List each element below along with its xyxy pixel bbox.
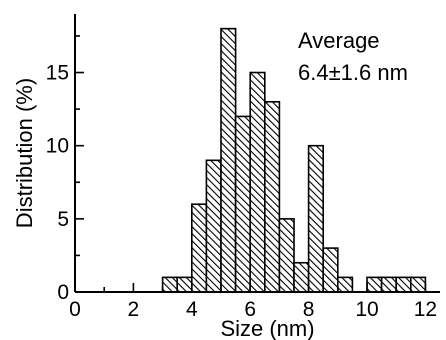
y-tick-label: 10 [46, 135, 69, 158]
x-tick-label: 4 [186, 298, 198, 321]
annotation-average-label: Average [298, 28, 380, 53]
histogram-bar [395, 276, 412, 293]
histogram-bar [234, 115, 252, 293]
histogram-bar [336, 276, 354, 293]
histogram-bar [380, 276, 398, 293]
x-tick-label: 2 [128, 298, 140, 321]
histogram-bar [205, 159, 222, 293]
histogram-bar [293, 261, 310, 293]
histogram-bar [249, 71, 266, 293]
x-tick-label: 6 [244, 298, 256, 321]
histogram-bar [366, 276, 383, 293]
bars-group [161, 27, 427, 293]
annotation-average-value: 6.4±1.6 nm [298, 60, 408, 85]
histogram-bar [322, 247, 339, 293]
axes-group [74, 14, 440, 293]
x-axis-title: Size (nm) [220, 316, 314, 340]
y-axis-title: Distribution (%) [12, 78, 37, 228]
y-tick-label: 15 [46, 62, 69, 85]
x-tick-label: 10 [355, 298, 378, 321]
histogram-bar [278, 218, 295, 293]
y-tick-label: 0 [57, 281, 69, 304]
x-tick-label: 12 [414, 298, 437, 321]
x-tick-label: 0 [69, 298, 81, 321]
labels-group: 0 2 4 6 8 10 12 0 5 10 15 Size (nm) Distribution (%)… [12, 28, 437, 340]
histogram-bar [307, 144, 325, 293]
histogram-bar [161, 276, 179, 293]
histogram-bar [263, 100, 281, 293]
x-tick-label: 8 [303, 298, 315, 321]
y-tick-label: 5 [57, 208, 69, 231]
histogram-bar [191, 203, 208, 293]
histogram-bar [220, 27, 237, 293]
histogram-bar [409, 276, 427, 293]
histogram-bar [176, 276, 193, 293]
